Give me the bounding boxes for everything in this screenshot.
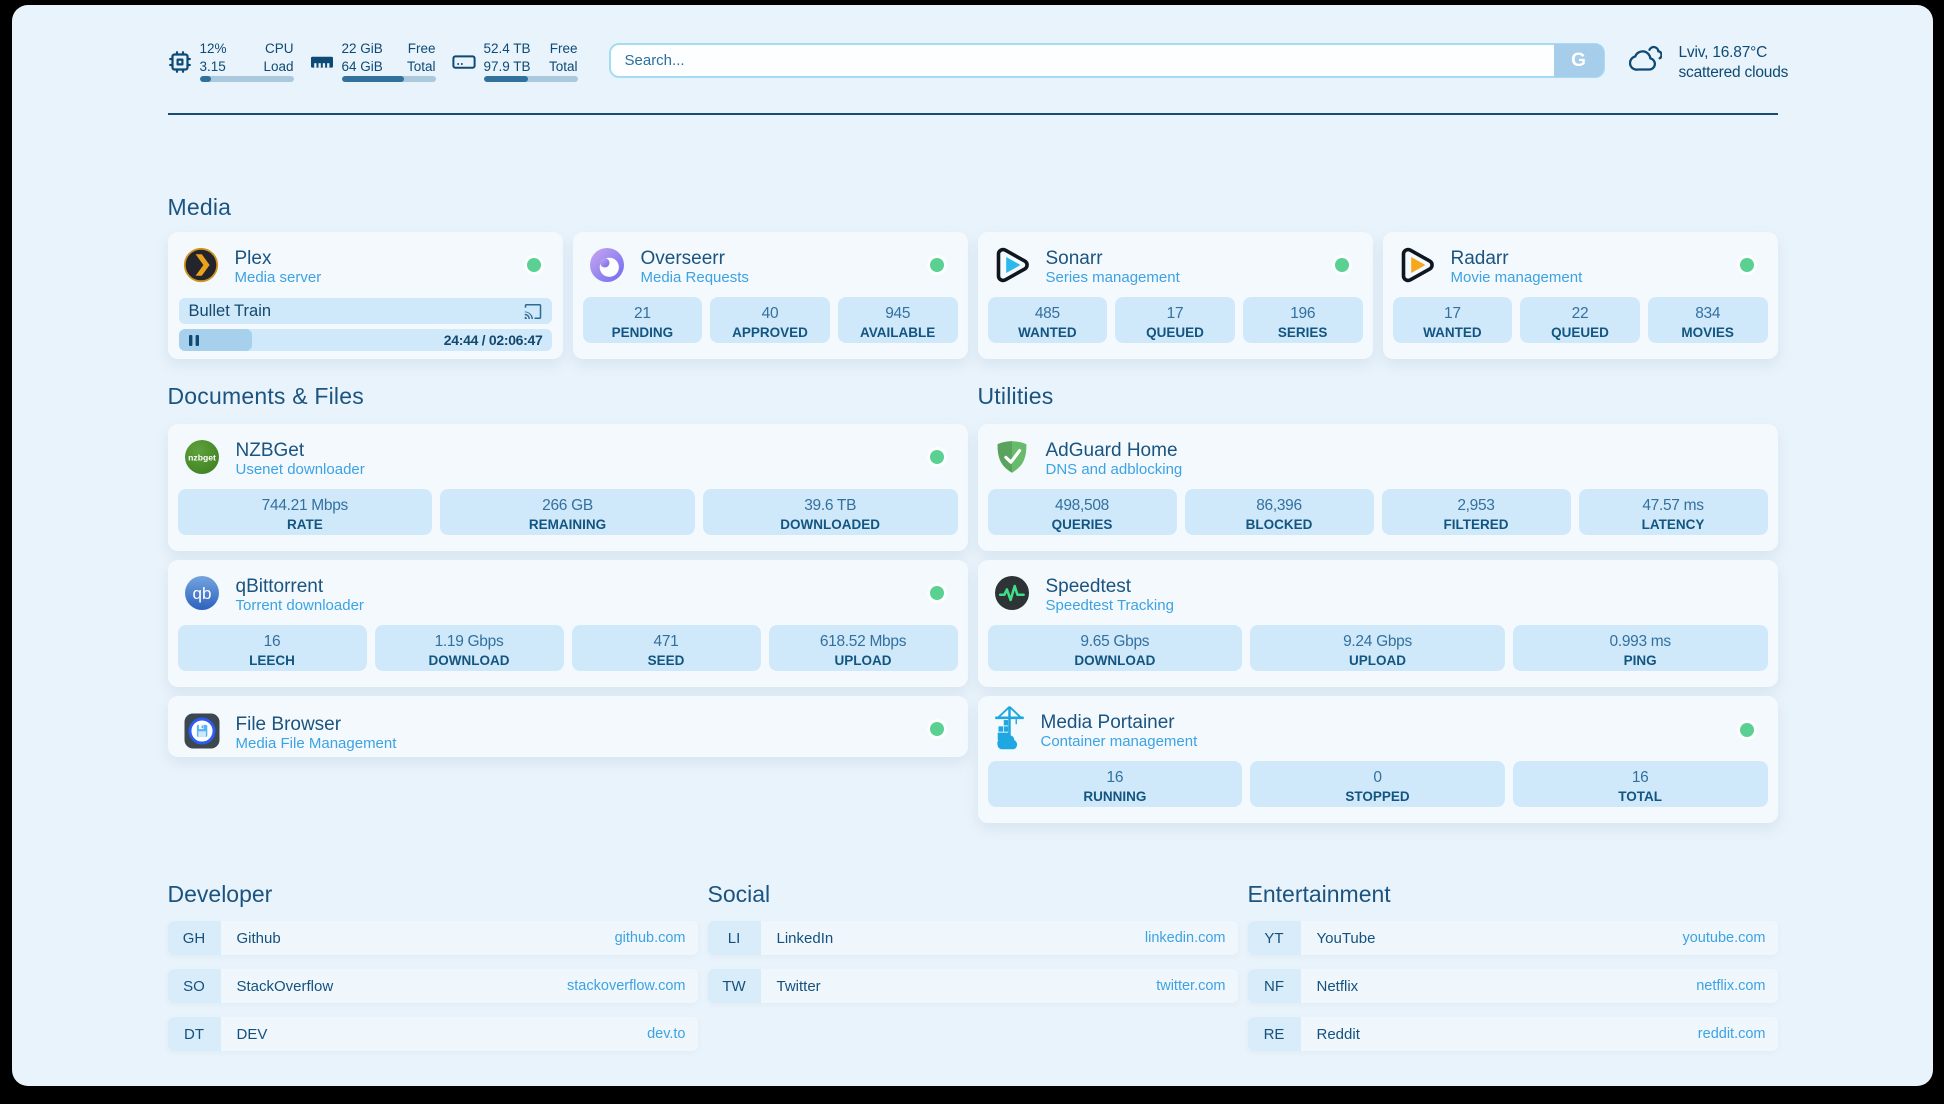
svg-text:nzbget: nzbget bbox=[188, 452, 216, 462]
svg-text:qb: qb bbox=[192, 584, 211, 603]
